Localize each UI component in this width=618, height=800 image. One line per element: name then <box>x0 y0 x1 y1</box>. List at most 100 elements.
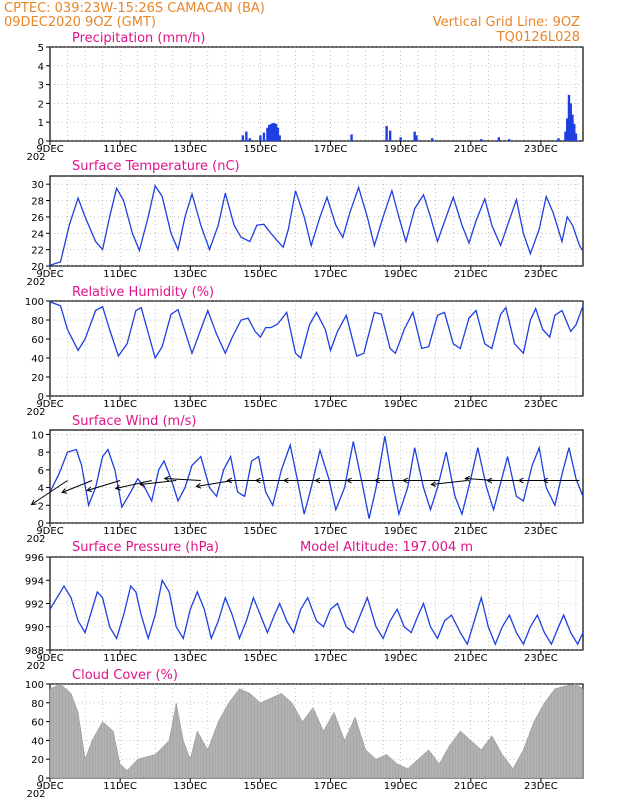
precip-frame <box>49 46 584 142</box>
precip-xtick-label: 13DEC <box>173 144 207 155</box>
header-station: CPTEC: 039:23W-15:26S CAMACAN (BA) <box>4 1 265 16</box>
cloud-panel: 0 20 40 60 80 100 9DEC 11DEC 13DEC 15DEC 17DEC 19DE… <box>25 668 584 800</box>
cloud-area <box>49 683 584 779</box>
pressure-ytick-label: 994 <box>25 576 44 587</box>
header-date: 09DEC2020 9OZ (GMT) <box>4 15 156 30</box>
cloud-xtick-label: 15DEC <box>244 781 278 792</box>
rh-ytick-label: 20 <box>31 373 44 384</box>
temp-xtick-label: 21DEC <box>454 269 488 280</box>
pressure-xtick-label: 9DEC <box>36 653 63 664</box>
precip-bar-11 <box>276 127 280 141</box>
wind-arrow-0 <box>31 480 68 505</box>
rh-panel: 0 20 40 60 80 100 9DEC 11DEC 13DEC 15DEC 17DEC 19DE… <box>25 285 584 418</box>
cloud-ytick-label: 60 <box>31 718 44 729</box>
rh-xtick-label: 17DEC <box>314 399 348 410</box>
temp-line <box>49 184 584 266</box>
temp-ytick-label: 28 <box>31 197 44 208</box>
pressure-frame <box>49 556 584 651</box>
precip-ytick-label: 0 <box>38 137 44 148</box>
wind-arrowhead-4 <box>139 481 146 487</box>
temp-frame <box>49 175 584 267</box>
precip-bar-5 <box>266 127 269 141</box>
cloud-title: Cloud Cover (%) <box>72 668 178 683</box>
wind-line <box>49 436 584 519</box>
precip-bar-2 <box>248 138 252 141</box>
wind-arrowhead-1 <box>61 488 68 494</box>
pressure-title: Surface Pressure (hPa) <box>72 540 219 555</box>
rh-xtick-label: 15DEC <box>244 399 278 410</box>
wind-xtick-label: 17DEC <box>314 526 348 537</box>
pressure-xtick-label: 15DEC <box>244 653 278 664</box>
wind-arrowhead-15 <box>464 475 471 482</box>
wind-arrowhead-3 <box>114 484 121 491</box>
pressure-ytick-label: 988 <box>25 646 44 657</box>
precip-xtick-label: 11DEC <box>103 144 137 155</box>
wind-xtick-label: 13DEC <box>173 526 207 537</box>
temp-ytick-label: 24 <box>31 229 44 240</box>
rh-xtick-label: 23DEC <box>524 399 558 410</box>
wind-year-label: 202 <box>26 534 45 545</box>
temp-xtick-label: 19DEC <box>384 269 418 280</box>
precip-bar-13 <box>350 134 353 141</box>
cloud-ytick-label: 40 <box>31 736 44 747</box>
wind-xtick-label: 15DEC <box>244 526 278 537</box>
wind-arrow-5 <box>164 477 201 481</box>
temp-year-label: 202 <box>26 277 45 288</box>
rh-ytick-label: 60 <box>31 335 44 346</box>
pressure-panel: 988 990 992 994 996 9DEC 11DEC 13DEC 15DEC 17DEC 1… <box>25 540 584 672</box>
pressure-ytick-label: 990 <box>25 623 44 634</box>
precip-xtick-label: 17DEC <box>314 144 348 155</box>
precip-bar-7 <box>269 124 273 141</box>
wind-arrowhead-2 <box>86 486 93 492</box>
temp-ytick-label: 30 <box>31 180 44 191</box>
precip-bar-26 <box>567 94 571 141</box>
rh-xtick-label: 11DEC <box>103 399 137 410</box>
precip-title: Precipitation (mm/h) <box>72 31 205 46</box>
wind-arrowhead-6 <box>195 483 202 489</box>
temp-ytick-label: 26 <box>31 213 44 224</box>
header-code: TQ0126L028 <box>496 30 580 45</box>
precip-bar-15 <box>388 130 392 141</box>
precip-ytick-label: 5 <box>38 43 44 54</box>
wind-xtick-label: 11DEC <box>103 526 137 537</box>
precip-bar-16 <box>399 137 402 141</box>
precip-xtick-label: 23DEC <box>524 144 558 155</box>
cloud-xtick-label: 17DEC <box>314 781 348 792</box>
precip-bar-9 <box>273 123 276 141</box>
precip-xtick-label: 9DEC <box>36 144 63 155</box>
wind-arrow-14 <box>431 479 468 485</box>
precip-ytick-label: 2 <box>38 99 44 110</box>
precip-xtick-label: 15DEC <box>244 144 278 155</box>
precip-bar-17 <box>413 131 416 141</box>
wind-arrowhead-13 <box>402 477 408 484</box>
wind-ytick-label: 10 <box>31 430 44 441</box>
wind-xtick-label: 23DEC <box>524 526 558 537</box>
precip-bar-0 <box>241 135 245 141</box>
wind-arrowhead-11 <box>346 477 352 484</box>
wind-arrowhead-17 <box>517 477 524 484</box>
pressure-xtick-label: 19DEC <box>384 653 418 664</box>
cloud-xtick-label: 13DEC <box>173 781 207 792</box>
precip-bar-22 <box>508 139 511 141</box>
precip-bar-1 <box>245 131 248 141</box>
pressure-ytick-label: 992 <box>25 600 44 611</box>
rh-xtick-label: 19DEC <box>384 399 418 410</box>
wind-xtick-label: 9DEC <box>36 526 63 537</box>
wind-arrowhead-7 <box>226 477 233 484</box>
pressure-xtick-label: 11DEC <box>103 653 137 664</box>
cloud-ytick-label: 80 <box>31 699 44 710</box>
wind-arrow-2 <box>86 480 121 491</box>
pressure-ytick-label: 996 <box>25 553 44 564</box>
precip-bar-18 <box>415 135 418 141</box>
model-altitude-label: Model Altitude: 197.004 m <box>300 540 473 555</box>
precip-bar-29 <box>573 124 576 141</box>
wind-arrowhead-8 <box>254 477 261 484</box>
pressure-xtick-label: 21DEC <box>454 653 488 664</box>
precip-bar-21 <box>497 137 501 141</box>
wind-arrowhead-9 <box>282 477 289 484</box>
precip-bar-12 <box>278 135 281 141</box>
cloud-year-label: 202 <box>26 789 45 800</box>
wind-arrowhead-5 <box>163 475 170 482</box>
wind-arrow-1 <box>61 480 93 493</box>
cloud-ytick-label: 0 <box>38 774 44 785</box>
